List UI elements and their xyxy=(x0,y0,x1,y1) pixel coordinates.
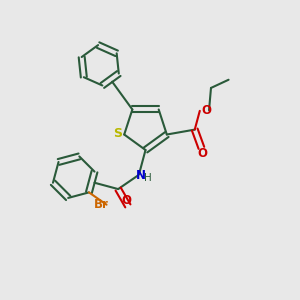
Text: S: S xyxy=(113,128,122,140)
Text: H: H xyxy=(144,172,152,182)
Text: O: O xyxy=(197,147,207,160)
Text: Br: Br xyxy=(94,198,109,211)
Text: O: O xyxy=(201,104,212,117)
Text: N: N xyxy=(135,169,146,182)
Text: O: O xyxy=(122,194,131,207)
